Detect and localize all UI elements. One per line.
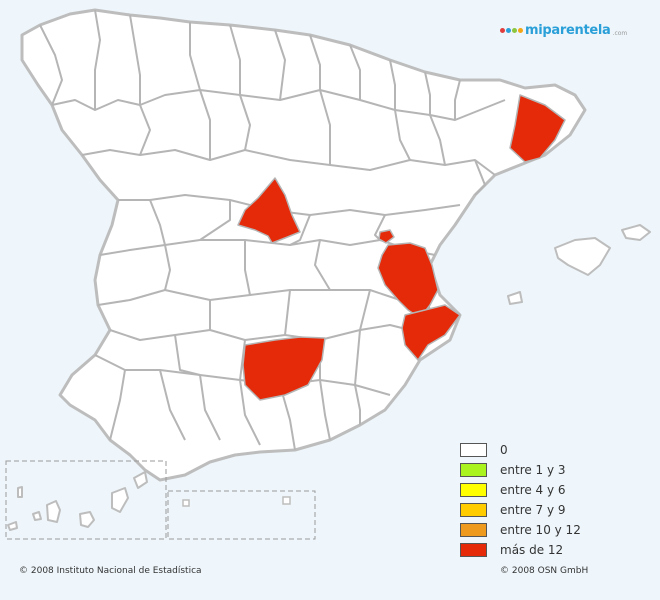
canary-islands-inset	[5, 460, 167, 540]
region-barcelona-area	[509, 94, 566, 163]
legend-swatch	[460, 483, 487, 497]
miparentela-logo[interactable]: miparentela .com	[500, 20, 627, 40]
legend-item: entre 7 y 9	[460, 500, 581, 520]
region-madrid-area	[237, 177, 301, 244]
legend-swatch	[460, 443, 487, 457]
logo-text: miparentela	[525, 22, 611, 38]
legend-label: más de 12	[500, 543, 564, 557]
legend-item: entre 4 y 6	[460, 480, 581, 500]
legend-item: 0	[460, 440, 581, 460]
region-albacete-area	[242, 336, 326, 401]
legend-swatch	[460, 503, 487, 517]
legend-swatch	[460, 523, 487, 537]
legend-label: entre 10 y 12	[500, 523, 581, 537]
legend-label: 0	[500, 443, 508, 457]
logo-suffix: .com	[612, 29, 628, 37]
logo-people-icon	[500, 27, 523, 33]
legend-item: más de 12	[460, 540, 581, 560]
legend-label: entre 1 y 3	[500, 463, 566, 477]
mainland-spain	[20, 8, 651, 507]
legend-label: entre 4 y 6	[500, 483, 566, 497]
balearic-islands	[507, 224, 651, 305]
region-alicante-area	[401, 304, 461, 361]
ceuta-melilla-inset	[167, 490, 316, 540]
ceuta-melilla	[182, 496, 291, 507]
legend-swatch	[460, 543, 487, 557]
copyright-osn: © 2008 OSN GmbH	[500, 566, 589, 576]
legend-swatch	[460, 463, 487, 477]
region-castellon-islet	[378, 229, 395, 244]
canary-islands	[7, 471, 148, 531]
legend-item: entre 1 y 3	[460, 460, 581, 480]
copyright-ine: © 2008 Instituto Nacional de Estadística	[19, 566, 202, 576]
highlighted-provinces	[237, 94, 566, 401]
legend: 0 entre 1 y 3 entre 4 y 6 entre 7 y 9 en…	[460, 440, 581, 560]
mainland-outline	[20, 8, 587, 482]
legend-label: entre 7 y 9	[500, 503, 566, 517]
inset-boxes	[5, 460, 316, 540]
legend-item: entre 10 y 12	[460, 520, 581, 540]
